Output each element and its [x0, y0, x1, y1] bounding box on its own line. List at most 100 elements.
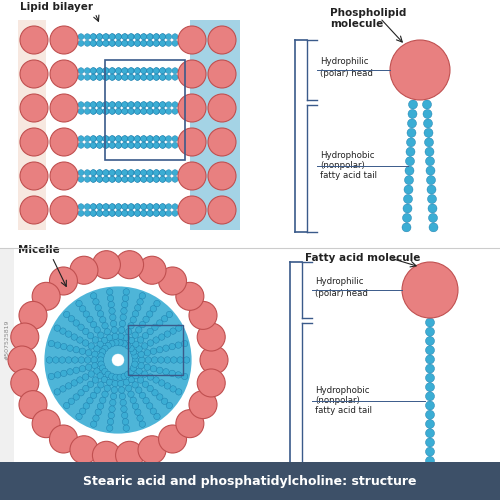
Circle shape [96, 136, 102, 141]
Bar [105, 60, 185, 160]
Circle shape [148, 40, 154, 46]
Circle shape [139, 292, 145, 299]
Circle shape [147, 386, 154, 392]
Text: Hydrophobic: Hydrophobic [315, 386, 370, 396]
Circle shape [172, 74, 178, 80]
Circle shape [148, 136, 154, 141]
Circle shape [158, 357, 164, 363]
Circle shape [116, 40, 121, 46]
Circle shape [78, 68, 84, 73]
Circle shape [128, 376, 134, 383]
Circle shape [116, 108, 122, 114]
Circle shape [178, 128, 206, 156]
Circle shape [147, 40, 153, 46]
Circle shape [67, 368, 73, 375]
Circle shape [153, 136, 159, 141]
Circle shape [152, 324, 158, 330]
Circle shape [76, 337, 83, 343]
Circle shape [103, 68, 109, 73]
Circle shape [102, 176, 108, 182]
Circle shape [147, 108, 153, 114]
Circle shape [116, 142, 122, 148]
Circle shape [109, 102, 115, 107]
Circle shape [153, 204, 159, 210]
Circle shape [164, 357, 170, 363]
Circle shape [141, 210, 147, 216]
Circle shape [404, 194, 412, 203]
Circle shape [122, 136, 128, 141]
Circle shape [104, 328, 110, 335]
Circle shape [132, 372, 139, 379]
Circle shape [150, 366, 156, 372]
Circle shape [109, 40, 115, 46]
Circle shape [426, 401, 434, 410]
Circle shape [160, 210, 166, 216]
Circle shape [132, 352, 138, 359]
Circle shape [92, 337, 98, 343]
Circle shape [122, 302, 128, 308]
Circle shape [134, 68, 140, 73]
Circle shape [84, 68, 90, 73]
Circle shape [96, 68, 102, 73]
Circle shape [97, 176, 103, 182]
Text: Micelle: Micelle [18, 245, 60, 255]
Circle shape [406, 138, 416, 147]
Circle shape [98, 382, 104, 388]
Circle shape [76, 377, 83, 383]
Circle shape [142, 332, 148, 339]
Circle shape [103, 142, 109, 148]
Circle shape [44, 286, 192, 434]
Circle shape [429, 223, 438, 232]
Circle shape [428, 214, 438, 222]
Circle shape [103, 136, 109, 141]
Circle shape [116, 74, 121, 80]
Circle shape [108, 340, 115, 347]
Circle shape [153, 34, 159, 40]
Circle shape [147, 176, 153, 182]
Circle shape [84, 176, 90, 182]
Circle shape [120, 314, 126, 320]
Circle shape [141, 102, 147, 107]
Circle shape [130, 316, 136, 323]
Circle shape [106, 334, 113, 341]
Circle shape [166, 102, 172, 107]
Circle shape [110, 176, 116, 182]
Circle shape [110, 320, 117, 327]
Circle shape [97, 204, 103, 210]
Circle shape [166, 204, 172, 210]
Circle shape [197, 369, 225, 397]
Circle shape [118, 387, 125, 393]
Text: fatty acid tail: fatty acid tail [320, 172, 377, 180]
Circle shape [140, 170, 146, 175]
Circle shape [102, 368, 108, 374]
Circle shape [97, 40, 103, 46]
Circle shape [162, 316, 168, 322]
Circle shape [109, 34, 115, 40]
Text: Fatty acid molecule: Fatty acid molecule [305, 253, 420, 263]
Circle shape [118, 327, 125, 333]
Circle shape [73, 394, 80, 400]
Circle shape [116, 136, 121, 141]
Circle shape [102, 376, 107, 383]
Circle shape [109, 142, 115, 148]
Circle shape [78, 74, 84, 80]
Circle shape [134, 210, 140, 216]
Circle shape [128, 346, 134, 352]
Circle shape [175, 342, 182, 348]
Circle shape [128, 74, 134, 80]
Circle shape [407, 128, 416, 138]
Circle shape [86, 398, 93, 404]
Circle shape [112, 354, 124, 366]
Circle shape [141, 74, 147, 80]
Circle shape [126, 328, 132, 335]
Circle shape [134, 409, 141, 416]
Circle shape [90, 210, 96, 216]
Circle shape [90, 142, 96, 148]
Circle shape [208, 60, 236, 88]
Circle shape [116, 108, 121, 114]
Circle shape [148, 204, 154, 210]
Circle shape [83, 402, 89, 409]
Circle shape [84, 108, 90, 114]
Circle shape [128, 68, 134, 73]
Circle shape [156, 394, 163, 400]
